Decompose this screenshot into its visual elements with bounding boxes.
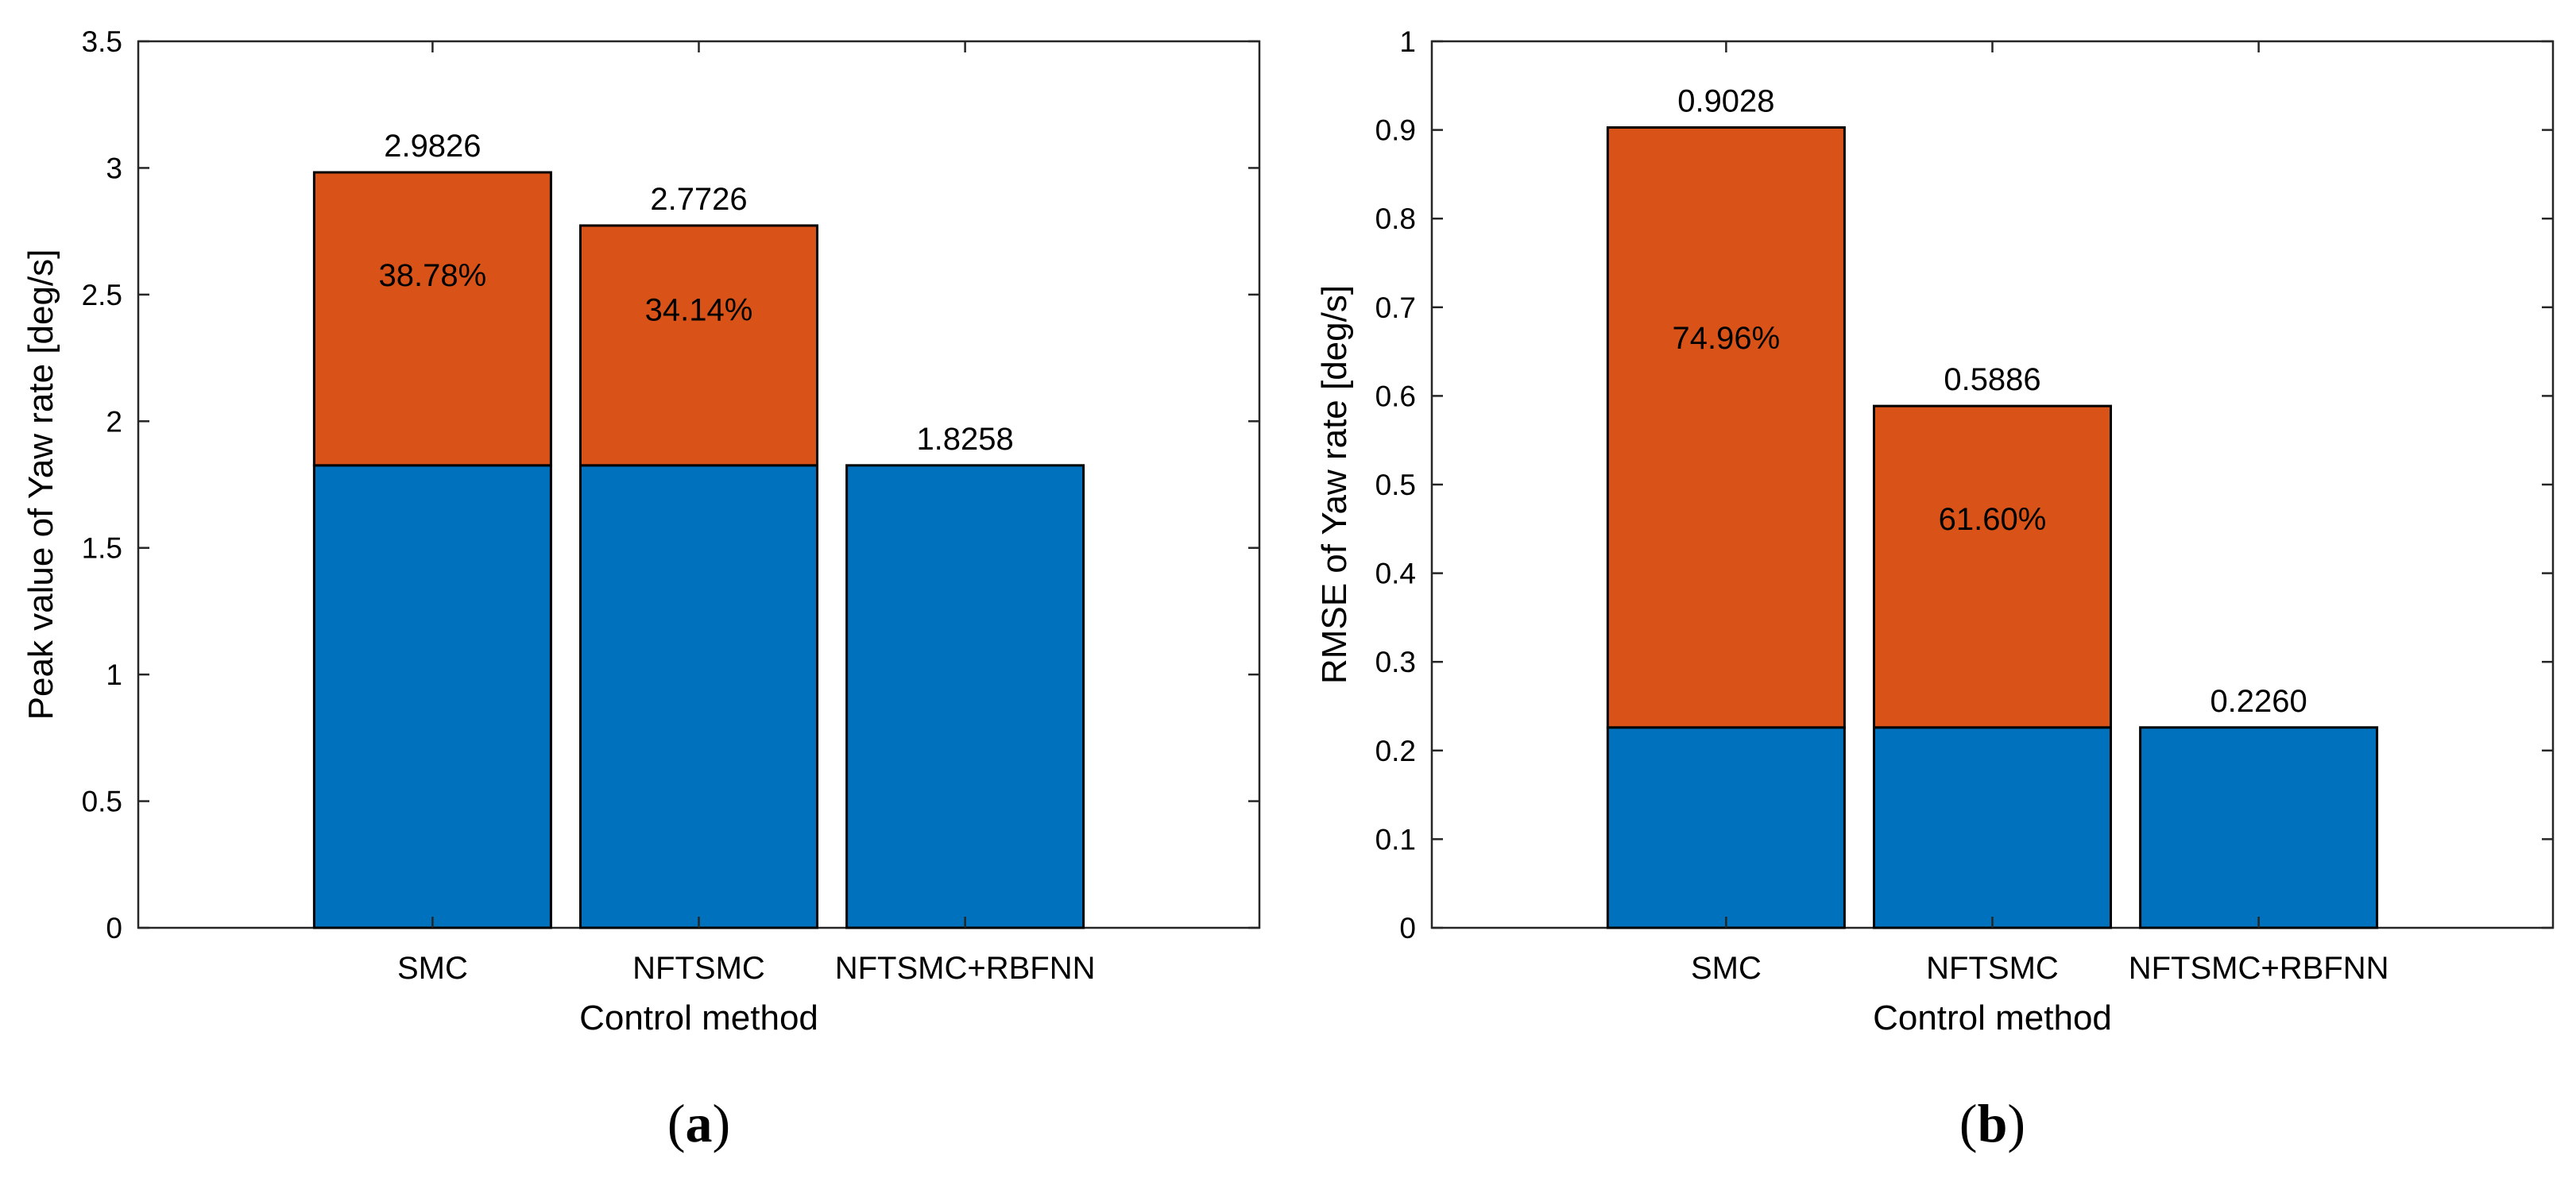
y-tick-label: 0.3: [1375, 646, 1416, 678]
y-tick-label: 0.7: [1375, 292, 1416, 324]
x-tick-label: NFTSMC+RBFNN: [835, 951, 1096, 986]
y-tick-label: 0.5: [82, 786, 122, 818]
total-value-label: 1.8258: [916, 422, 1013, 457]
panel-label-letter: b: [1978, 1093, 2008, 1153]
y-tick-label: 3: [106, 152, 122, 184]
x-axis-title: Control method: [579, 999, 818, 1037]
chart-panel-a: 0 0.5 1 1.5 2 2.5 3 3.5 SMC 2.9826 38.78% NFTSMC 2.7…: [21, 25, 1261, 1153]
y-tick-label: 0.1: [1375, 823, 1416, 856]
panel-label-open-paren: (: [667, 1093, 686, 1153]
y-tick-label: 0.8: [1375, 203, 1416, 235]
y-tick-label: 1.5: [82, 532, 122, 565]
y-tick-label: 0.4: [1375, 558, 1416, 590]
bar-base: [1873, 726, 2112, 929]
total-value-label: 0.9028: [1677, 83, 1774, 118]
x-tick-label: SMC: [397, 951, 468, 986]
y-tick-label: 0: [1399, 912, 1416, 944]
total-value-label: 0.2260: [2210, 684, 2307, 719]
panel-label-close-paren: ): [2007, 1093, 2025, 1153]
y-tick-label: 0.5: [1375, 469, 1416, 501]
y-tick-label: 2.5: [82, 279, 122, 311]
y-tick-label: 1: [106, 659, 122, 691]
panel-label: (a): [667, 1093, 730, 1153]
y-tick-label: 2: [106, 405, 122, 438]
y-tick-label: 0: [106, 912, 122, 944]
percent-reduction-label: 38.78%: [379, 258, 487, 293]
panel-label: (b): [1959, 1093, 2025, 1153]
percent-reduction-label: 34.14%: [645, 293, 753, 328]
total-value-label: 0.5886: [1944, 362, 2040, 397]
panel-label-letter: a: [686, 1093, 713, 1153]
percent-reduction-label: 74.96%: [1673, 321, 1781, 356]
percent-reduction-label: 61.60%: [1939, 502, 2047, 537]
total-value-label: 2.9826: [384, 129, 481, 164]
x-tick-label: NFTSMC+RBFNN: [2129, 951, 2389, 986]
panel-label-open-paren: (: [1959, 1093, 1978, 1153]
y-tick-label: 0.9: [1375, 114, 1416, 147]
bar-base: [845, 464, 1085, 929]
bar-base: [2139, 726, 2379, 929]
y-tick-label: 3.5: [82, 25, 122, 58]
y-tick-label: 1: [1399, 25, 1416, 58]
bar-base: [579, 464, 818, 929]
total-value-label: 2.7726: [650, 182, 747, 217]
bar-excess: [579, 224, 818, 467]
x-tick-label: SMC: [1691, 951, 1762, 986]
bar-base: [312, 464, 552, 929]
y-axis-title: Peak value of Yaw rate [deg/s]: [21, 249, 60, 720]
bar-excess: [1606, 126, 1846, 729]
x-tick-label: NFTSMC: [1926, 951, 2059, 986]
bar-excess: [312, 171, 552, 467]
bar-base: [1606, 726, 1846, 929]
bar-excess: [1873, 404, 2112, 729]
y-tick-label: 0.6: [1375, 380, 1416, 412]
panel-label-close-paren: ): [713, 1093, 731, 1153]
y-axis-title: RMSE of Yaw rate [deg/s]: [1315, 285, 1354, 684]
x-tick-label: NFTSMC: [632, 951, 765, 986]
y-tick-label: 0.2: [1375, 735, 1416, 767]
chart-panel-b: 0 0.1 0.2 0.3 0.4 0.5 0.6 0.7 0.8 0.9 1 SMC 0.9028 74…: [1315, 25, 2555, 1153]
x-axis-title: Control method: [1873, 999, 2112, 1037]
